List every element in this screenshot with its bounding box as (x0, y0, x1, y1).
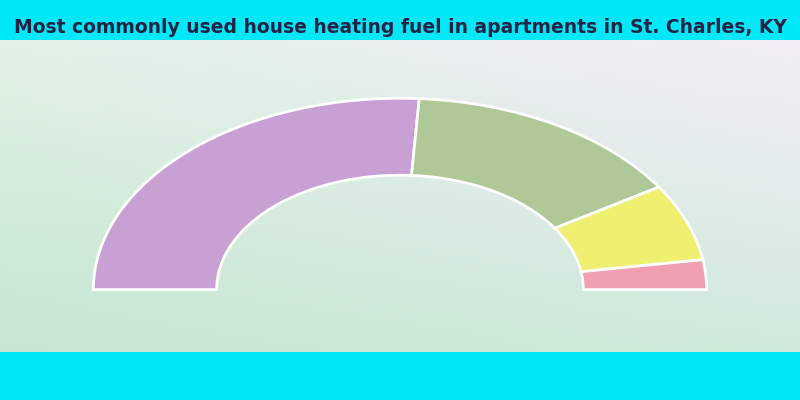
Wedge shape (554, 187, 703, 272)
Wedge shape (94, 98, 419, 290)
Wedge shape (411, 99, 659, 228)
Wedge shape (581, 260, 706, 290)
Text: Most commonly used house heating fuel in apartments in St. Charles, KY: Most commonly used house heating fuel in… (14, 18, 786, 37)
